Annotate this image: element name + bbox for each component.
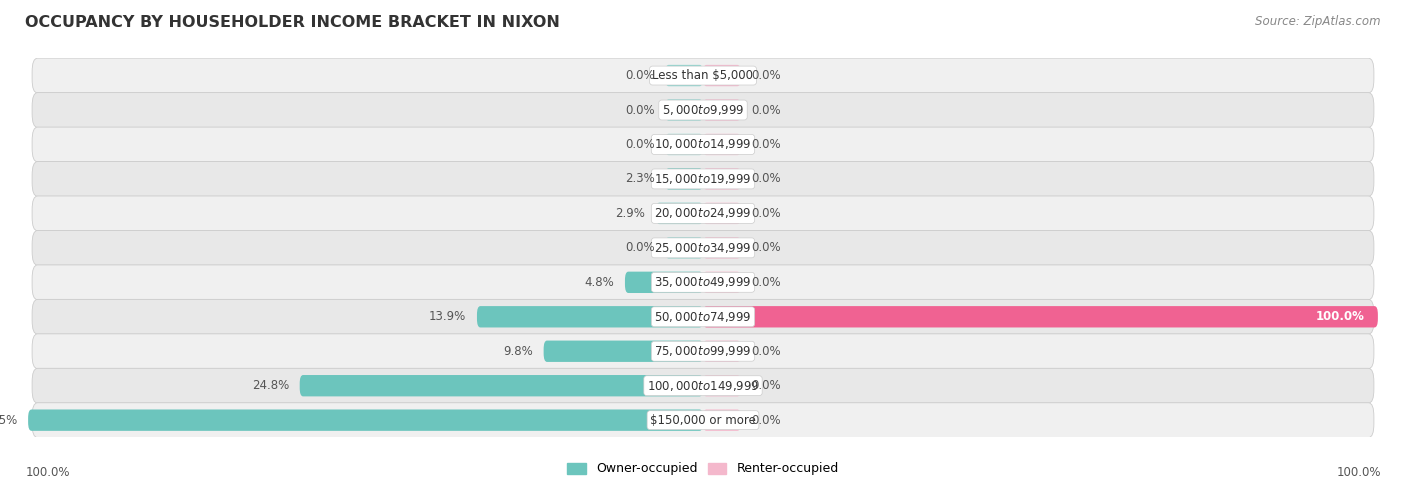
FancyBboxPatch shape [299,375,703,397]
Text: $75,000 to $99,999: $75,000 to $99,999 [654,344,752,358]
Text: 0.0%: 0.0% [624,242,654,254]
Text: 24.8%: 24.8% [252,379,288,392]
FancyBboxPatch shape [665,134,703,155]
Text: 0.0%: 0.0% [624,104,654,117]
FancyBboxPatch shape [32,368,1374,403]
FancyBboxPatch shape [32,127,1374,162]
Text: $10,000 to $14,999: $10,000 to $14,999 [654,138,752,152]
Text: 0.0%: 0.0% [624,69,654,82]
Text: $25,000 to $34,999: $25,000 to $34,999 [654,241,752,255]
Text: $50,000 to $74,999: $50,000 to $74,999 [654,310,752,324]
FancyBboxPatch shape [655,203,703,224]
Text: 0.0%: 0.0% [752,173,782,186]
FancyBboxPatch shape [703,375,741,397]
Text: 0.0%: 0.0% [624,138,654,151]
Text: $150,000 or more: $150,000 or more [650,414,756,427]
FancyBboxPatch shape [665,99,703,121]
FancyBboxPatch shape [32,403,1374,437]
Text: Less than $5,000: Less than $5,000 [652,69,754,82]
FancyBboxPatch shape [32,230,1374,265]
FancyBboxPatch shape [32,161,1374,196]
Text: 0.0%: 0.0% [752,207,782,220]
Text: 0.0%: 0.0% [752,138,782,151]
FancyBboxPatch shape [703,134,741,155]
FancyBboxPatch shape [32,196,1374,231]
FancyBboxPatch shape [665,65,703,86]
FancyBboxPatch shape [703,341,741,362]
Text: $35,000 to $49,999: $35,000 to $49,999 [654,276,752,289]
Text: 100.0%: 100.0% [1316,310,1364,323]
Legend: Owner-occupied, Renter-occupied: Owner-occupied, Renter-occupied [562,457,844,481]
Text: 0.0%: 0.0% [752,345,782,358]
Text: 0.0%: 0.0% [752,69,782,82]
Text: 2.9%: 2.9% [616,207,645,220]
FancyBboxPatch shape [703,65,741,86]
FancyBboxPatch shape [477,306,703,328]
FancyBboxPatch shape [665,168,703,190]
Text: 0.0%: 0.0% [752,242,782,254]
FancyBboxPatch shape [32,93,1374,127]
FancyBboxPatch shape [624,272,703,293]
Text: 9.8%: 9.8% [503,345,533,358]
Text: 13.9%: 13.9% [429,310,467,323]
Text: 0.0%: 0.0% [752,104,782,117]
FancyBboxPatch shape [544,341,703,362]
FancyBboxPatch shape [703,203,741,224]
Text: 0.0%: 0.0% [752,414,782,427]
FancyBboxPatch shape [28,410,703,431]
Text: $20,000 to $24,999: $20,000 to $24,999 [654,207,752,220]
FancyBboxPatch shape [703,272,741,293]
Text: $5,000 to $9,999: $5,000 to $9,999 [662,103,744,117]
FancyBboxPatch shape [32,334,1374,369]
Text: 100.0%: 100.0% [25,466,70,479]
Text: 0.0%: 0.0% [752,379,782,392]
Text: 0.0%: 0.0% [752,276,782,289]
FancyBboxPatch shape [32,58,1374,93]
FancyBboxPatch shape [703,237,741,259]
Text: 4.8%: 4.8% [585,276,614,289]
Text: OCCUPANCY BY HOUSEHOLDER INCOME BRACKET IN NIXON: OCCUPANCY BY HOUSEHOLDER INCOME BRACKET … [25,15,560,30]
FancyBboxPatch shape [703,168,741,190]
Text: $15,000 to $19,999: $15,000 to $19,999 [654,172,752,186]
FancyBboxPatch shape [703,99,741,121]
FancyBboxPatch shape [703,306,1378,328]
FancyBboxPatch shape [32,299,1374,334]
FancyBboxPatch shape [32,265,1374,300]
FancyBboxPatch shape [703,410,741,431]
Text: $100,000 to $149,999: $100,000 to $149,999 [647,379,759,393]
Text: Source: ZipAtlas.com: Source: ZipAtlas.com [1256,15,1381,28]
FancyBboxPatch shape [665,237,703,259]
Text: 100.0%: 100.0% [1336,466,1381,479]
Text: 2.3%: 2.3% [624,173,654,186]
Text: 41.5%: 41.5% [0,414,17,427]
